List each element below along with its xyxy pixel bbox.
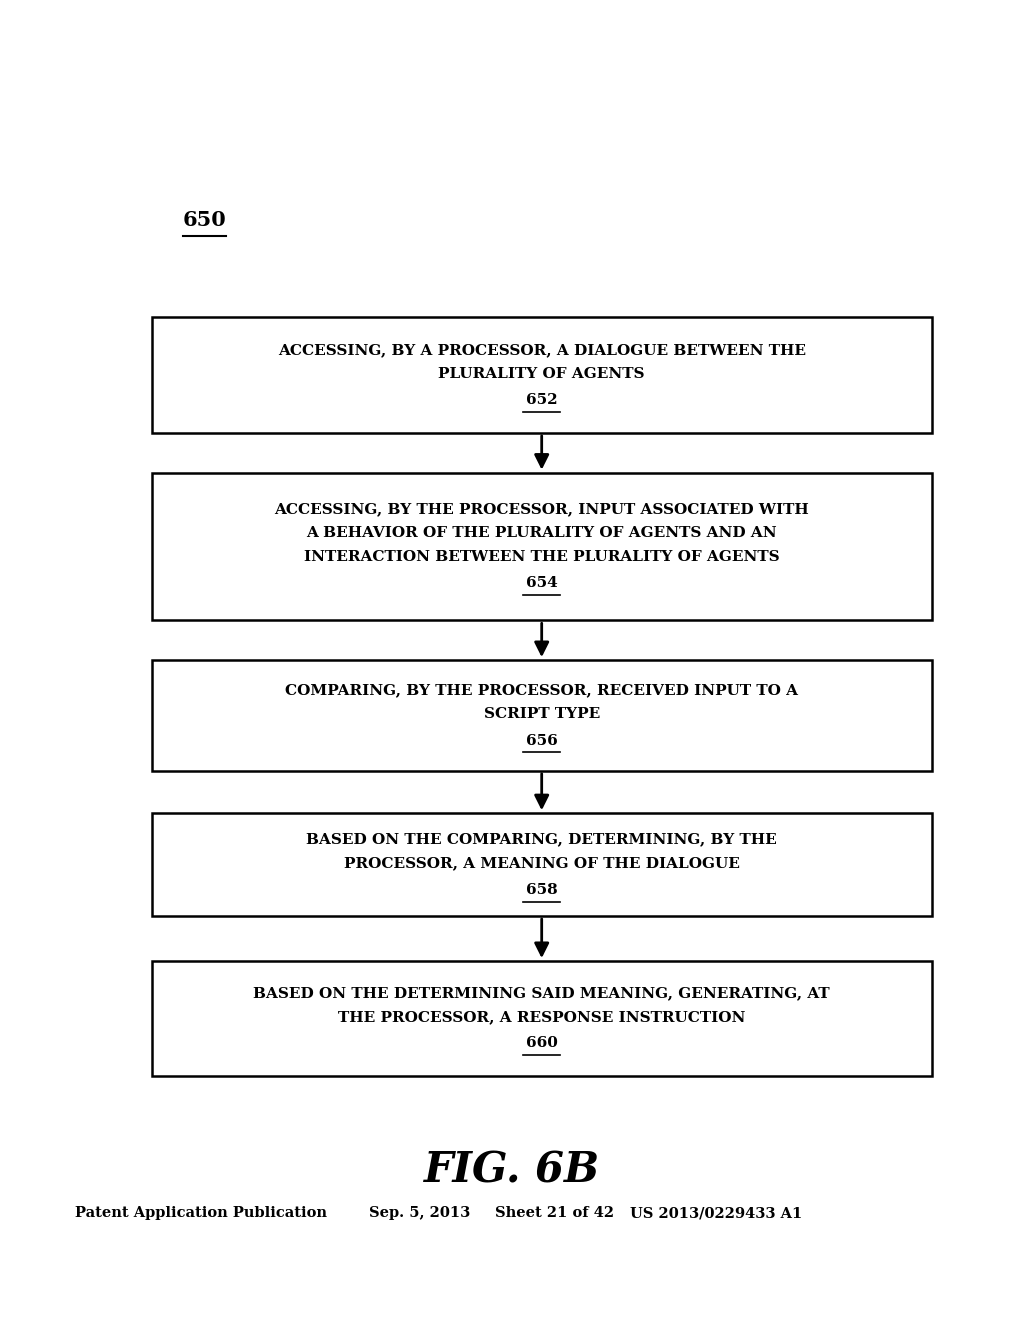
Text: THE PROCESSOR, A RESPONSE INSTRUCTION: THE PROCESSOR, A RESPONSE INSTRUCTION: [338, 1010, 745, 1024]
Bar: [152, 961, 932, 1076]
Bar: [152, 473, 932, 620]
Text: Sep. 5, 2013: Sep. 5, 2013: [369, 1206, 470, 1220]
Text: PLURALITY OF AGENTS: PLURALITY OF AGENTS: [438, 367, 645, 380]
Text: 654: 654: [525, 577, 558, 590]
Text: 650: 650: [183, 210, 226, 231]
Text: US 2013/0229433 A1: US 2013/0229433 A1: [630, 1206, 802, 1220]
Text: SCRIPT TYPE: SCRIPT TYPE: [483, 708, 600, 721]
Text: INTERACTION BETWEEN THE PLURALITY OF AGENTS: INTERACTION BETWEEN THE PLURALITY OF AGE…: [304, 550, 779, 564]
Text: 660: 660: [525, 1036, 558, 1051]
Text: ACCESSING, BY THE PROCESSOR, INPUT ASSOCIATED WITH: ACCESSING, BY THE PROCESSOR, INPUT ASSOC…: [274, 503, 809, 516]
Bar: [152, 813, 932, 916]
Text: FIG. 6B: FIG. 6B: [424, 1150, 600, 1192]
Text: BASED ON THE COMPARING, DETERMINING, BY THE: BASED ON THE COMPARING, DETERMINING, BY …: [306, 833, 777, 846]
Text: COMPARING, BY THE PROCESSOR, RECEIVED INPUT TO A: COMPARING, BY THE PROCESSOR, RECEIVED IN…: [286, 684, 798, 697]
Text: Patent Application Publication: Patent Application Publication: [75, 1206, 327, 1220]
Text: BASED ON THE DETERMINING SAID MEANING, GENERATING, AT: BASED ON THE DETERMINING SAID MEANING, G…: [253, 986, 830, 1001]
Bar: [152, 660, 932, 771]
Text: Sheet 21 of 42: Sheet 21 of 42: [495, 1206, 613, 1220]
Bar: [152, 317, 932, 433]
Text: PROCESSOR, A MEANING OF THE DIALOGUE: PROCESSOR, A MEANING OF THE DIALOGUE: [344, 857, 739, 870]
Text: 656: 656: [525, 734, 558, 747]
Text: 658: 658: [525, 883, 558, 896]
Text: ACCESSING, BY A PROCESSOR, A DIALOGUE BETWEEN THE: ACCESSING, BY A PROCESSOR, A DIALOGUE BE…: [278, 343, 806, 356]
Text: A BEHAVIOR OF THE PLURALITY OF AGENTS AND AN: A BEHAVIOR OF THE PLURALITY OF AGENTS AN…: [306, 527, 777, 540]
Text: 652: 652: [526, 393, 557, 407]
